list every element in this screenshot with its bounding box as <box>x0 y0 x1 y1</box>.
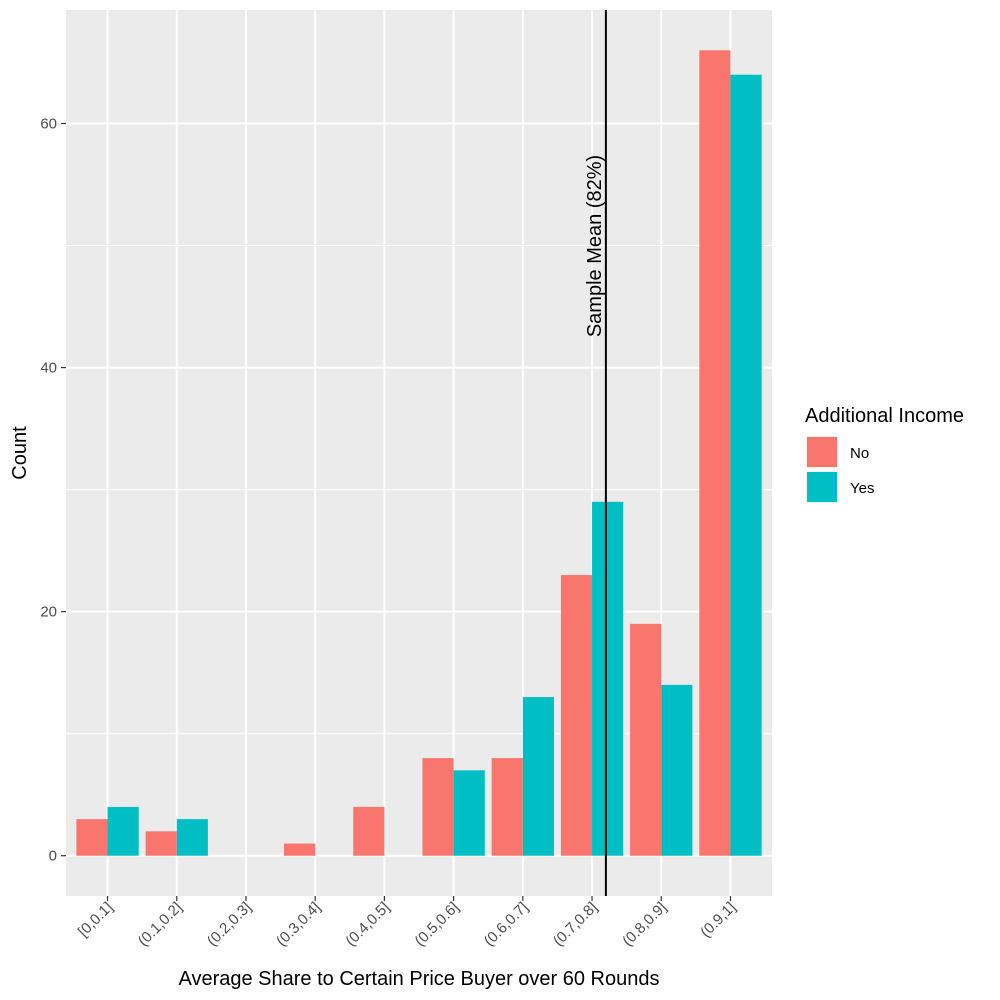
bar-yes-6 <box>522 697 554 856</box>
bar-yes-5 <box>453 770 485 856</box>
bar-yes-1 <box>176 819 208 856</box>
bar-no-1 <box>145 831 177 856</box>
x-tick-label: (0.7,0.8] <box>550 899 601 950</box>
sample-mean-label: Sample Mean (82%) <box>584 155 606 337</box>
x-tick-label: (0.9,1] <box>697 899 739 941</box>
x-tick-label: (0.5,0.6] <box>411 899 462 950</box>
bars <box>76 50 762 856</box>
legend-label-yes: Yes <box>850 480 874 497</box>
bar-no-6 <box>491 758 523 856</box>
x-tick-label: [0,0.1] <box>75 899 117 941</box>
y-tick-label: 60 <box>40 115 57 132</box>
y-tick-label: 0 <box>49 848 57 865</box>
bar-yes-9 <box>730 74 762 856</box>
x-axis-title: Average Share to Certain Price Buyer ove… <box>178 968 659 990</box>
x-tick-label: (0.8,0.9] <box>619 899 670 950</box>
x-tick-label: (0.4,0.5] <box>342 899 393 950</box>
legend-title: Additional Income <box>805 405 964 427</box>
bar-yes-7 <box>592 501 624 856</box>
x-tick-label: (0.1,0.2] <box>135 899 186 950</box>
x-tick-label: (0.2,0.3] <box>204 899 255 950</box>
legend-label-no: No <box>850 445 869 462</box>
y-tick-label: 20 <box>40 604 57 621</box>
grid-lines <box>66 10 772 896</box>
y-axis-title: Count <box>9 426 31 480</box>
sample-mean-line-group: Sample Mean (82%) <box>584 10 607 896</box>
bar-no-0 <box>76 819 108 856</box>
y-axis: 0 20 40 60 <box>40 115 66 865</box>
legend: Additional Income No Yes <box>805 405 964 503</box>
bar-yes-8 <box>661 684 693 856</box>
x-axis: [0,0.1] (0.1,0.2] (0.2,0.3] (0.3,0.4] (0.4,0… <box>75 896 739 950</box>
bar-yes-0 <box>107 806 139 856</box>
bar-no-5 <box>422 758 454 856</box>
bar-no-4 <box>353 806 385 856</box>
bar-no-8 <box>630 623 662 856</box>
bar-no-9 <box>699 50 731 856</box>
y-tick-label: 40 <box>40 360 57 377</box>
x-tick-label: (0.6,0.7] <box>481 899 532 950</box>
legend-swatch-no <box>807 437 837 467</box>
bar-no-3 <box>284 843 316 856</box>
x-tick-label: (0.3,0.4] <box>273 899 324 950</box>
legend-swatch-yes <box>807 472 837 502</box>
bar-no-7 <box>560 575 593 856</box>
